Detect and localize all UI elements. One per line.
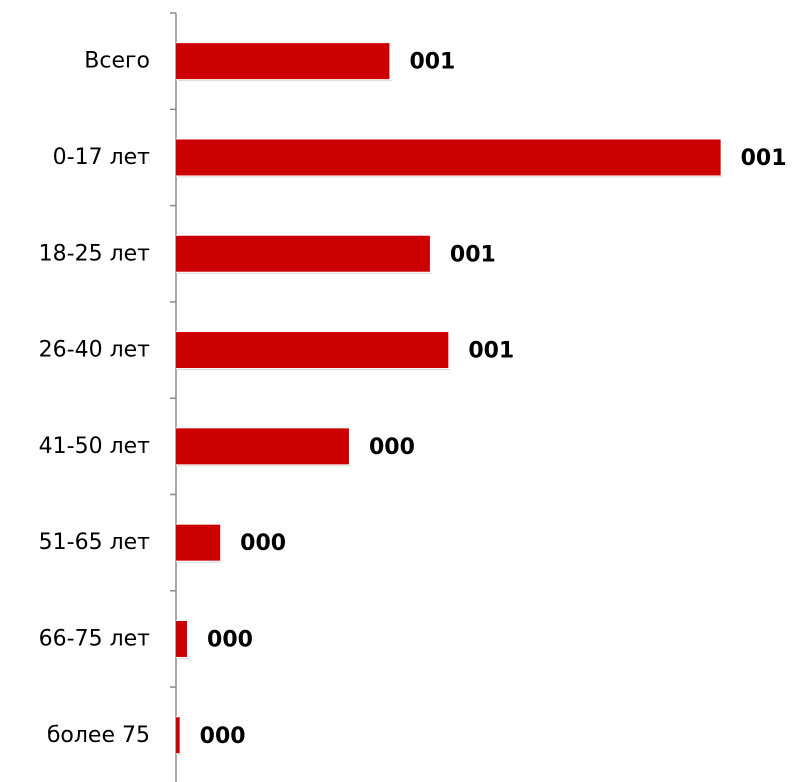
data-label: 001 bbox=[450, 242, 496, 267]
bar bbox=[176, 139, 721, 176]
bar bbox=[176, 524, 221, 561]
category-label: Всего bbox=[84, 49, 150, 74]
category-label: 66-75 лет bbox=[39, 626, 151, 651]
bar bbox=[176, 332, 449, 369]
bar bbox=[176, 717, 180, 754]
category-label: 41-50 лет bbox=[39, 434, 151, 459]
data-label: 000 bbox=[240, 531, 286, 556]
category-label: 51-65 лет bbox=[39, 530, 151, 555]
bar bbox=[176, 620, 188, 657]
data-label: 001 bbox=[468, 339, 514, 364]
category-label: 18-25 лет bbox=[39, 241, 151, 266]
category-label: более 75 bbox=[47, 723, 150, 748]
category-label: 26-40 лет bbox=[39, 338, 151, 363]
bar bbox=[176, 428, 349, 465]
data-label: 000 bbox=[369, 435, 415, 460]
data-label: 001 bbox=[741, 146, 787, 171]
data-label: 001 bbox=[409, 50, 455, 75]
category-label: 0-17 лет bbox=[53, 145, 151, 170]
bar bbox=[176, 43, 390, 80]
data-label: 000 bbox=[200, 724, 246, 749]
bar bbox=[176, 235, 430, 272]
data-label: 000 bbox=[207, 627, 253, 652]
